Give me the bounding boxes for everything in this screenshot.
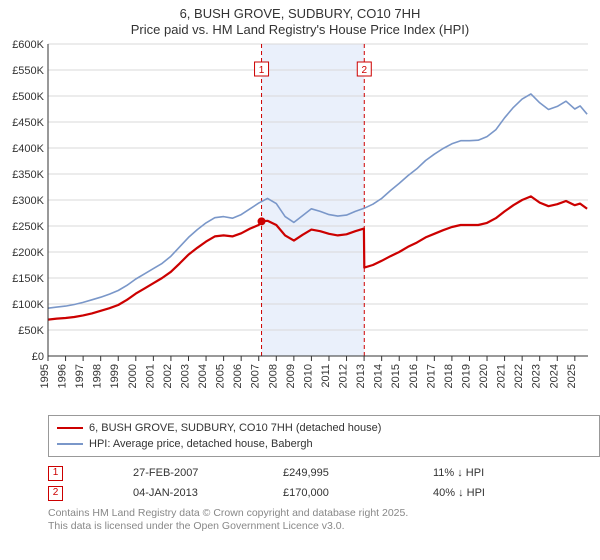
svg-text:2019: 2019 (460, 364, 472, 388)
sales-table: 1 27-FEB-2007 £249,995 11% ↓ HPI 2 04-JAN-201… (48, 463, 600, 503)
svg-text:£50K: £50K (18, 325, 44, 337)
svg-text:£100K: £100K (12, 299, 44, 311)
svg-text:2024: 2024 (548, 364, 560, 388)
svg-text:£150K: £150K (12, 273, 44, 285)
svg-text:£250K: £250K (12, 221, 44, 233)
chart-footer: 6, BUSH GROVE, SUDBURY, CO10 7HH (detach… (0, 413, 600, 503)
svg-text:£450K: £450K (12, 117, 44, 129)
legend-swatch (57, 443, 83, 445)
svg-text:1998: 1998 (92, 364, 104, 388)
sale-marker: 2 (48, 486, 63, 501)
svg-text:£0: £0 (32, 351, 44, 363)
svg-text:2020: 2020 (478, 364, 490, 388)
sale-price: £170,000 (283, 483, 373, 503)
svg-text:1996: 1996 (57, 364, 69, 388)
copyright-line-2: This data is licensed under the Open Gov… (48, 520, 345, 532)
svg-text:2015: 2015 (390, 364, 402, 388)
svg-text:2004: 2004 (197, 364, 209, 388)
legend-label: 6, BUSH GROVE, SUDBURY, CO10 7HH (detach… (89, 420, 381, 436)
svg-text:£300K: £300K (12, 195, 44, 207)
svg-text:£500K: £500K (12, 91, 44, 103)
title-line-2: Price paid vs. HM Land Registry's House … (0, 22, 600, 38)
sale-row: 2 04-JAN-2013 £170,000 40% ↓ HPI (48, 483, 600, 503)
sale-row: 1 27-FEB-2007 £249,995 11% ↓ HPI (48, 463, 600, 483)
svg-text:£350K: £350K (12, 169, 44, 181)
sale-delta: 11% ↓ HPI (433, 463, 523, 483)
svg-text:2021: 2021 (496, 364, 508, 388)
svg-text:1999: 1999 (109, 364, 121, 388)
svg-text:2016: 2016 (408, 364, 420, 388)
chart-area: £0 £50K £100K £150K £200K £250K £300K £350K £400… (0, 38, 600, 413)
legend-item: 6, BUSH GROVE, SUDBURY, CO10 7HH (detach… (57, 420, 591, 436)
line-chart-svg: £0 £50K £100K £150K £200K £250K £300K £350K £400… (0, 38, 600, 408)
svg-text:2003: 2003 (179, 364, 191, 388)
svg-text:1: 1 (259, 65, 265, 76)
sale-date: 04-JAN-2013 (133, 483, 223, 503)
svg-text:2000: 2000 (127, 364, 139, 388)
svg-text:2018: 2018 (443, 364, 455, 388)
legend-swatch (57, 427, 83, 429)
chart-title: 6, BUSH GROVE, SUDBURY, CO10 7HH Price p… (0, 0, 600, 38)
svg-text:2002: 2002 (162, 364, 174, 388)
svg-text:£600K: £600K (12, 39, 44, 51)
legend-item: HPI: Average price, detached house, Babe… (57, 436, 591, 452)
svg-text:2011: 2011 (320, 364, 332, 388)
svg-text:2022: 2022 (513, 364, 525, 388)
svg-text:2001: 2001 (144, 364, 156, 388)
sale-delta: 40% ↓ HPI (433, 483, 523, 503)
svg-text:2007: 2007 (250, 364, 262, 388)
svg-text:1997: 1997 (74, 364, 86, 388)
legend-box: 6, BUSH GROVE, SUDBURY, CO10 7HH (detach… (48, 415, 600, 457)
svg-text:2: 2 (361, 65, 367, 76)
copyright-line-1: Contains HM Land Registry data © Crown c… (48, 507, 408, 519)
svg-text:2005: 2005 (215, 364, 227, 388)
svg-text:2017: 2017 (425, 364, 437, 388)
svg-text:£200K: £200K (12, 247, 44, 259)
svg-text:2014: 2014 (373, 364, 385, 388)
sale-marker: 1 (48, 466, 63, 481)
svg-text:£550K: £550K (12, 65, 44, 77)
legend-label: HPI: Average price, detached house, Babe… (89, 436, 313, 452)
svg-text:2009: 2009 (285, 364, 297, 388)
svg-text:2023: 2023 (531, 364, 543, 388)
svg-text:2013: 2013 (355, 364, 367, 388)
svg-text:2010: 2010 (302, 364, 314, 388)
svg-text:2008: 2008 (267, 364, 279, 388)
svg-text:2025: 2025 (566, 364, 578, 388)
copyright-text: Contains HM Land Registry data © Crown c… (0, 503, 600, 533)
title-line-1: 6, BUSH GROVE, SUDBURY, CO10 7HH (0, 6, 600, 22)
svg-text:£400K: £400K (12, 143, 44, 155)
svg-text:1995: 1995 (39, 364, 51, 388)
svg-text:2006: 2006 (232, 364, 244, 388)
svg-text:2012: 2012 (338, 364, 350, 388)
sale-date: 27-FEB-2007 (133, 463, 223, 483)
sale-price: £249,995 (283, 463, 373, 483)
